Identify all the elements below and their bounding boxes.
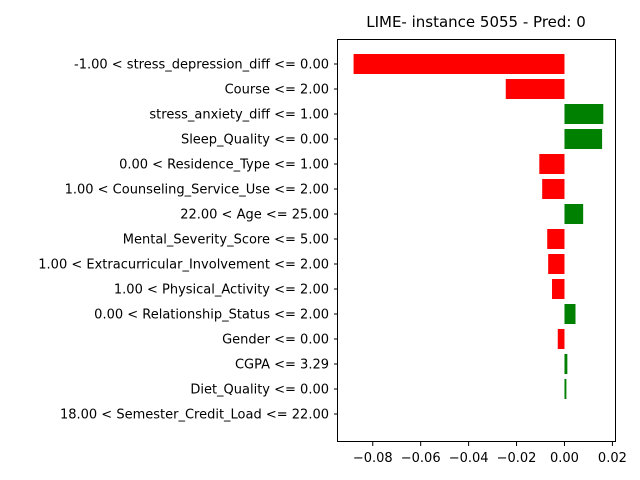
y-tick-label: 0.00 < Relationship_Status <= 2.00 xyxy=(94,308,329,323)
x-tick-label: −0.04 xyxy=(449,451,489,466)
x-tick-label: −0.02 xyxy=(497,451,537,466)
y-tick-label: stress_anxiety_diff <= 1.00 xyxy=(149,108,329,123)
bar xyxy=(564,204,584,224)
bar xyxy=(539,154,565,174)
x-tick-label: 0.00 xyxy=(550,451,579,466)
plot-frame xyxy=(337,39,616,442)
bars-group xyxy=(353,54,604,399)
bar xyxy=(564,104,604,124)
chart-title: LIME- instance 5055 - Pred: 0 xyxy=(366,13,586,31)
bar xyxy=(505,79,565,99)
x-tick-label: −0.08 xyxy=(353,451,393,466)
bar xyxy=(564,304,576,324)
y-tick-label: CGPA <= 3.29 xyxy=(235,358,329,373)
bar xyxy=(564,129,603,149)
bar xyxy=(552,279,565,299)
y-tick-label: 22.00 < Age <= 25.00 xyxy=(180,208,329,223)
bar xyxy=(557,329,565,349)
y-tick-label: Sleep_Quality <= 0.00 xyxy=(181,133,329,148)
bar xyxy=(547,229,565,249)
y-tick-label: Mental_Severity_Score <= 5.00 xyxy=(123,233,329,248)
y-tick-label: Diet_Quality <= 0.00 xyxy=(190,383,329,398)
y-tick-label: 0.00 < Residence_Type <= 1.00 xyxy=(119,158,329,173)
bar xyxy=(353,54,565,74)
bar xyxy=(564,379,567,399)
y-tick-labels: -1.00 < stress_depression_diff <= 0.00 Co… xyxy=(38,58,338,423)
x-tick-label: 0.02 xyxy=(598,451,627,466)
y-tick-label: 1.00 < Physical_Activity <= 2.00 xyxy=(114,283,329,298)
bar xyxy=(564,354,568,374)
y-tick-label: Course <= 2.00 xyxy=(225,83,329,98)
y-tick-label: -1.00 < stress_depression_diff <= 0.00 xyxy=(74,58,329,73)
y-tick-label: 1.00 < Counseling_Service_Use <= 2.00 xyxy=(65,183,329,198)
x-axis: −0.08 −0.06 −0.04 −0.02 0.00 0.02 xyxy=(353,442,627,466)
y-tick-label: Gender <= 0.00 xyxy=(222,333,329,348)
bar xyxy=(548,254,565,274)
bar xyxy=(542,179,565,199)
y-tick-label: 18.00 < Semester_Credit_Load <= 22.00 xyxy=(60,408,329,423)
y-tick-label: 1.00 < Extracurricular_Involvement <= 2.… xyxy=(38,258,329,273)
x-tick-label: −0.06 xyxy=(401,451,441,466)
